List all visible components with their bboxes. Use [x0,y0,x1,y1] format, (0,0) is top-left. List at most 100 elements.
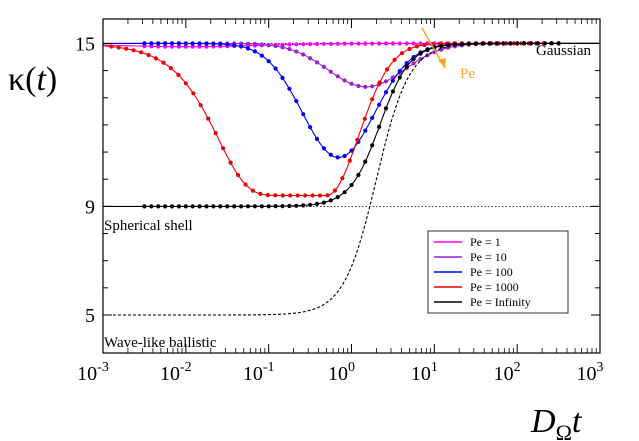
y-tick-label: 15 [75,33,95,55]
series-point-3 [332,188,337,193]
series-point-3 [221,146,226,151]
x-tick-label: 101 [411,360,438,385]
series-point-2 [328,152,333,157]
series-point-4 [370,143,375,148]
series-point-0 [176,44,181,49]
series-point-4 [308,202,313,207]
series-point-4 [314,201,320,206]
series-point-2 [169,41,175,46]
series-point-2 [377,102,382,107]
series-point-3 [265,193,270,198]
series-point-3 [392,57,397,62]
series-point-1 [294,49,299,54]
x-axis-label-var: t [572,403,583,440]
series-point-4 [156,204,161,209]
series-point-2 [321,146,326,151]
series-point-0 [190,44,195,49]
gaussian-annotation: Gaussian [536,43,591,59]
series-point-1 [308,56,313,61]
legend-label-1: Pe = 10 [470,250,507,264]
series-point-4 [245,204,251,209]
series-point-4 [425,47,430,53]
series-point-0 [156,44,161,49]
series-point-4 [439,44,444,49]
series-point-4 [190,204,195,209]
series-point-0 [197,44,202,49]
series-point-4 [252,204,257,209]
series-point-3 [414,44,419,49]
x-tick-label: 10-2 [160,360,192,385]
series-point-3 [124,46,129,51]
series-point-2 [397,69,402,74]
series-point-3 [303,193,308,198]
series-point-3 [377,80,382,85]
series-point-2 [335,155,340,160]
pe-arrow: Pe [421,27,475,82]
series-point-4 [473,41,478,46]
series-point-2 [259,53,264,58]
series-point-0 [418,41,423,46]
series-point-2 [156,41,161,46]
series-point-0 [314,41,320,47]
series-point-0 [328,41,333,46]
series-point-4 [197,204,202,209]
series-point-0 [370,41,375,46]
series-point-3 [213,131,218,136]
series-line-1 [103,42,600,88]
series-point-4 [225,204,230,209]
series-point-3 [347,158,352,163]
legend-label-4: Pe = Infinity [470,295,531,309]
series-point-4 [273,204,278,209]
series-point-4 [321,200,326,205]
series-point-2 [218,41,223,47]
series-point-3 [325,193,330,198]
series-point-1 [349,81,354,86]
series-point-2 [404,61,409,66]
series-point-0 [287,42,292,47]
series-point-4 [404,64,409,69]
series-point-1 [370,84,375,89]
series-point-1 [411,61,416,66]
series-point-0 [163,44,168,49]
series-point-2 [163,41,168,46]
series-point-1 [383,79,389,84]
series-point-4 [459,42,464,47]
y-axis-label: κ(t) [8,61,57,98]
series-point-3 [355,137,360,142]
pe-arrow-label: Pe [460,66,475,82]
series-point-4 [232,204,237,209]
series-point-2 [314,136,320,141]
series-point-4 [335,195,340,200]
series-point-3 [273,193,278,198]
series-point-3 [310,193,315,198]
series-point-2 [197,41,202,46]
series-point-4 [377,124,382,129]
series-point-2 [211,41,216,46]
series-point-4 [287,203,292,209]
x-tick-label: 103 [577,360,604,385]
series-point-4 [515,41,520,46]
series-point-3 [168,66,173,71]
series-point-4 [169,204,175,209]
series-point-4 [363,159,368,164]
series-point-2 [383,90,389,95]
series-point-3 [407,46,412,52]
series-point-3 [250,188,255,193]
reference-lines [103,43,600,207]
series-point-4 [549,41,554,46]
series-point-3 [183,81,188,86]
x-axis-label-sub: Ω [556,420,572,441]
series-point-1 [259,42,264,47]
wave-ballistic-annotation: Wave-like ballistic [104,335,217,351]
series-point-1 [301,52,306,57]
series-point-3 [362,116,367,121]
series-point-4 [183,204,188,209]
series-point-3 [288,193,293,198]
series-point-4 [390,89,395,94]
series-line-4 [103,42,600,207]
series-point-2 [342,153,347,159]
series-point-2 [287,86,292,91]
series-point-2 [294,99,299,104]
